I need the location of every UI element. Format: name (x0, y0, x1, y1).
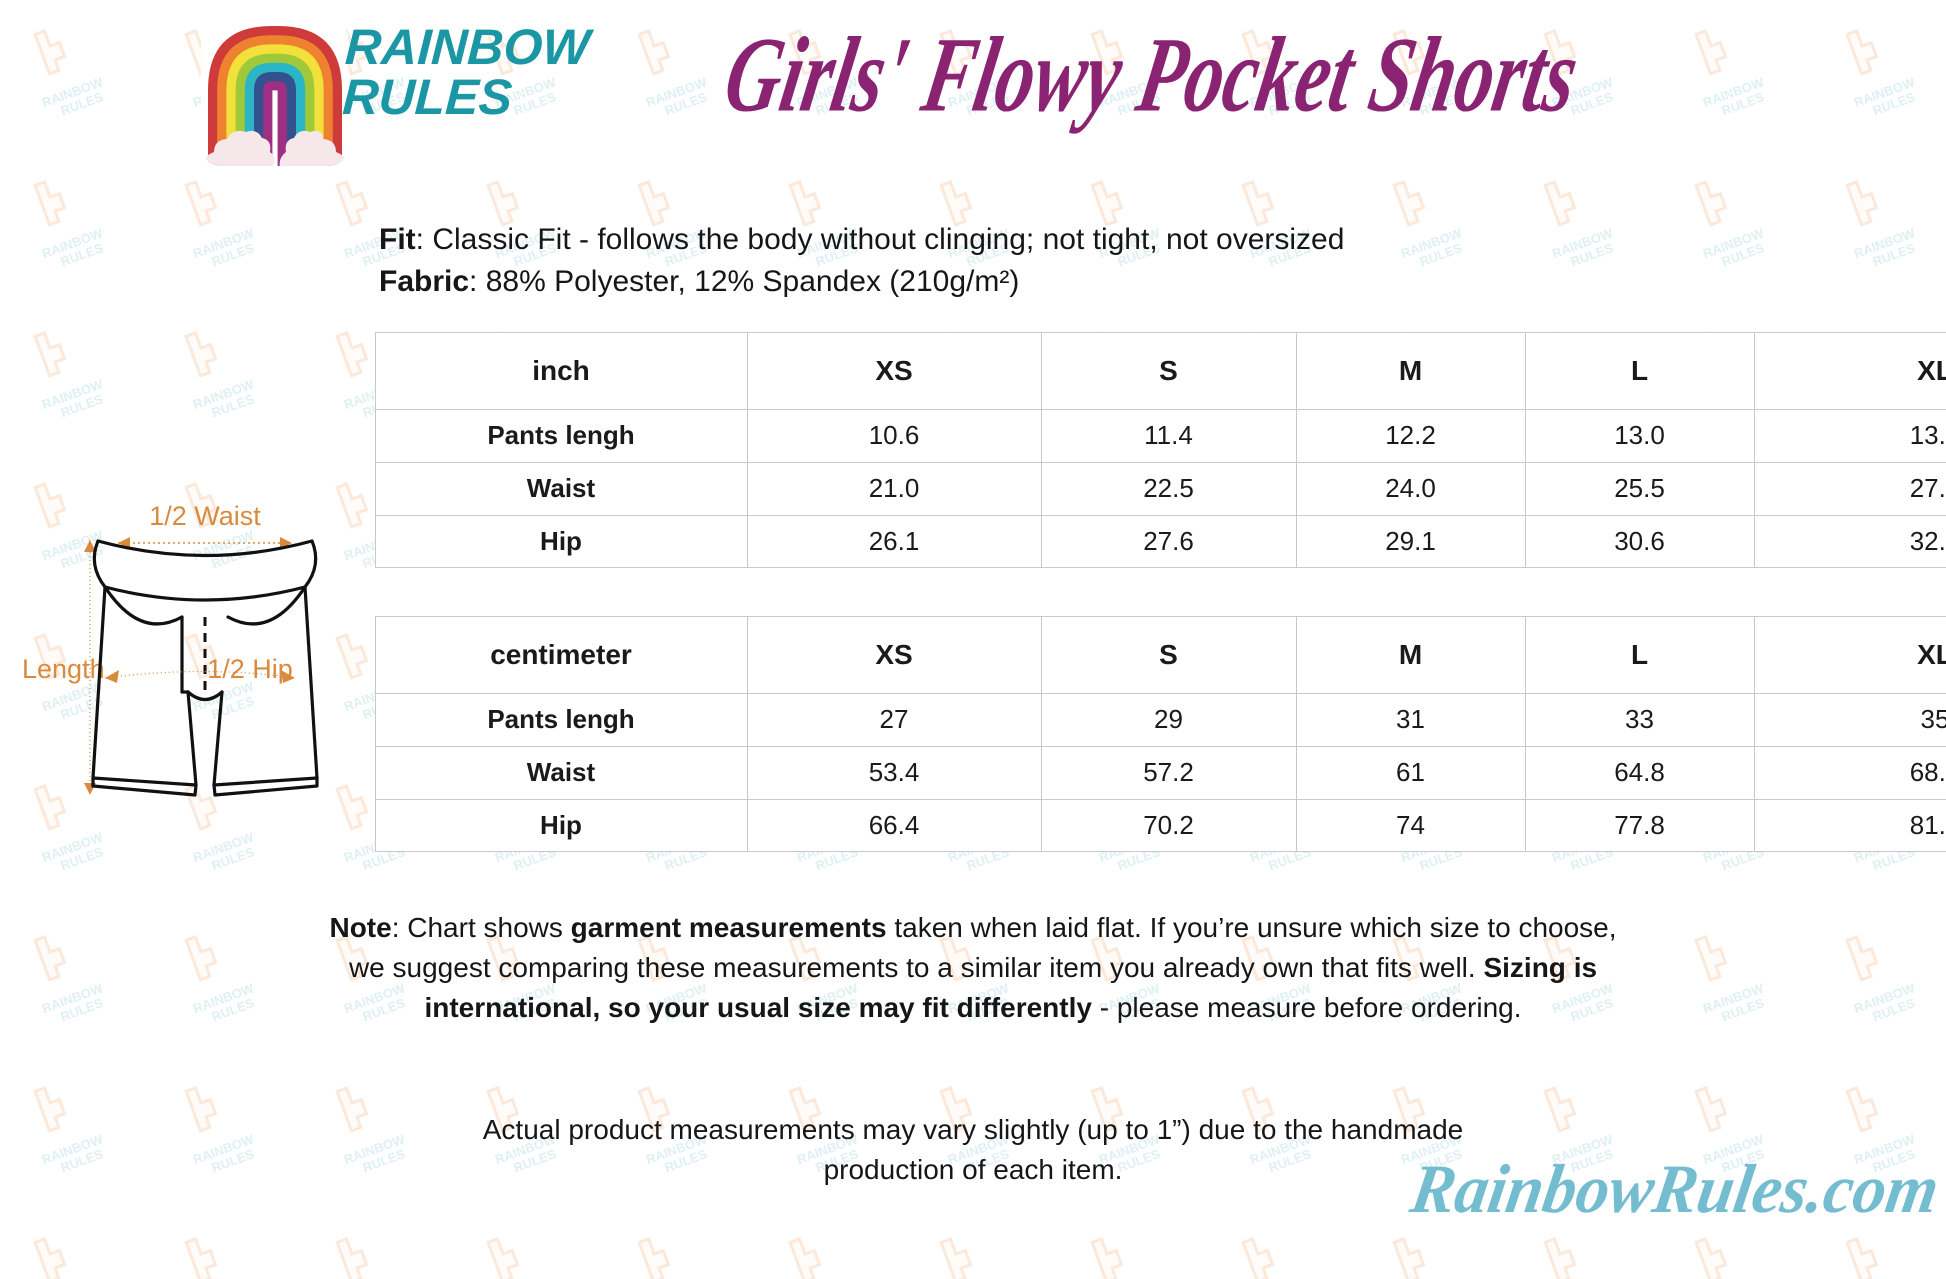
svg-text:1/2 Hip: 1/2 Hip (207, 654, 293, 684)
svg-text:1/2 Waist: 1/2 Waist (149, 501, 261, 531)
svg-text:Length: Length (22, 654, 105, 684)
